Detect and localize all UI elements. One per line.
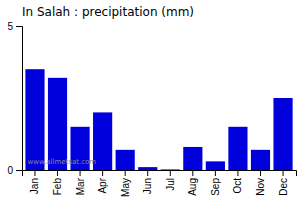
x-tick: Apr (97, 170, 108, 194)
x-tick: Jul (165, 170, 176, 191)
x-tick-label: Mar (75, 177, 86, 195)
y-tick: 5 (7, 21, 22, 32)
bar (161, 169, 180, 170)
bar (48, 78, 67, 170)
x-tick: Nov (255, 170, 266, 196)
x-tick-label: Aug (187, 178, 198, 196)
plot-area: 05JanFebMarAprMayJunJulAugSepOctNovDecww… (7, 21, 296, 197)
x-tick-label: Dec (278, 178, 289, 196)
x-tick: May (120, 170, 131, 197)
x-tick-line (170, 170, 171, 176)
bar (116, 150, 135, 170)
x-tick-line (34, 170, 35, 176)
chart-svg: In Salah : precipitation (mm)05JanFebMar… (0, 0, 306, 200)
y-tick-line (16, 26, 22, 27)
x-tick-line (147, 170, 148, 176)
annotation: www.allmetsat.com (27, 158, 96, 166)
x-tick-line (80, 170, 81, 176)
y-tick-line (16, 170, 22, 171)
chart-title: In Salah : precipitation (mm) (22, 5, 194, 19)
x-tick: Oct (232, 170, 243, 194)
x-tick-label: May (120, 178, 131, 197)
x-tick-line (102, 170, 103, 176)
x-tick: Dec (278, 170, 289, 196)
bar (251, 150, 270, 170)
x-axis: Jan Feb Mar Apr May Jun Jul Aug Sep Oct Nov Dec (23, 170, 297, 197)
y-tick-label: 0 (7, 165, 13, 176)
bar (273, 98, 292, 170)
x-tick-label: Sep (210, 178, 221, 196)
x-tick: Sep (210, 170, 221, 196)
y-tick-label: 5 (7, 21, 13, 32)
x-tick-line (260, 170, 261, 176)
x-tick-label: Jan (29, 178, 40, 194)
bars (25, 69, 292, 170)
x-tick-label: Apr (97, 177, 108, 193)
x-tick-label: Oct (232, 178, 243, 194)
y-axis-line (16, 27, 23, 171)
x-tick-label: Jun (142, 178, 153, 194)
x-tick: Jun (142, 170, 153, 194)
x-tick: Jan (29, 170, 40, 194)
x-tick-line (192, 170, 193, 176)
bar (228, 127, 247, 170)
x-tick: Feb (52, 170, 63, 195)
x-tick-line (237, 170, 238, 176)
x-tick: Aug (187, 170, 198, 196)
y-tick: 0 (7, 165, 22, 176)
x-tick-label: Jul (165, 178, 176, 191)
x-tick: Mar (75, 170, 86, 195)
x-tick-line (125, 170, 126, 176)
x-tick-label: Feb (52, 178, 63, 196)
y-axis: 05 (7, 21, 22, 176)
x-tick-line (57, 170, 58, 176)
bar (138, 167, 157, 170)
bar (183, 147, 202, 170)
x-axis-line (23, 171, 297, 177)
bar (25, 69, 44, 170)
bar (206, 161, 225, 170)
x-tick-line (283, 170, 284, 176)
x-tick-line (215, 170, 216, 176)
x-tick-label: Nov (255, 178, 266, 196)
chart-container: In Salah : precipitation (mm)05JanFebMar… (0, 0, 306, 200)
